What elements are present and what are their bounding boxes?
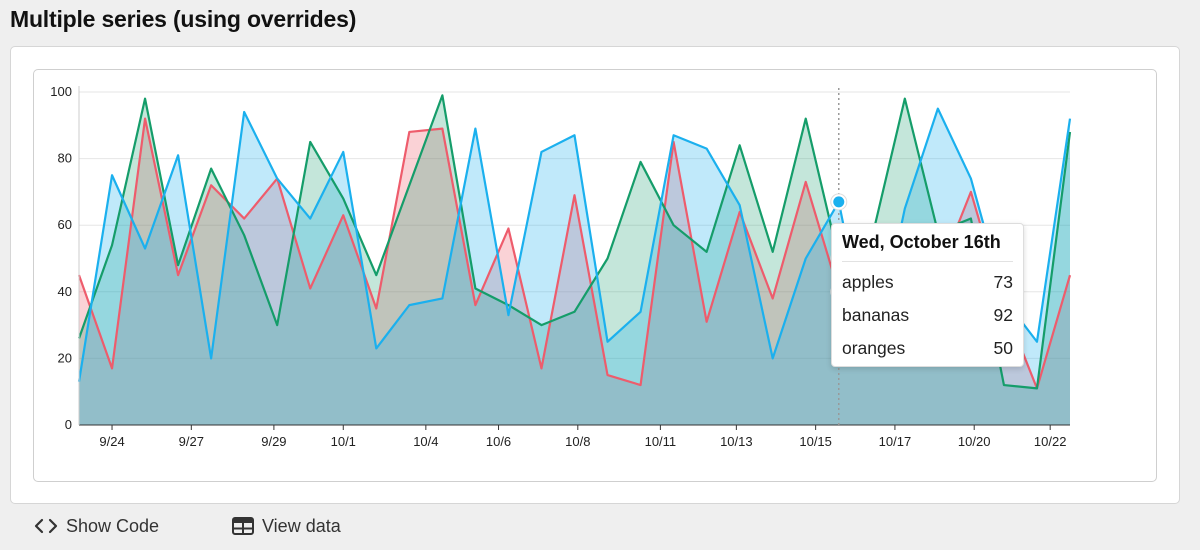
show-code-label: Show Code bbox=[66, 515, 160, 536]
x-tick-label: 9/24 bbox=[99, 434, 124, 449]
x-tick-label: 9/29 bbox=[261, 434, 286, 449]
x-tick-label: 10/11 bbox=[645, 434, 677, 449]
y-tick-label: 100 bbox=[50, 84, 72, 99]
code-brackets-icon bbox=[34, 518, 58, 534]
x-tick-label: 10/8 bbox=[565, 434, 590, 449]
chart-card: 0 20 40 60 80 100 9/24 9/27 9/29 10/1 10/4 10/6 10/8… bbox=[33, 69, 1157, 482]
x-tick-label: 10/20 bbox=[958, 434, 991, 449]
tooltip-label: bananas bbox=[842, 305, 910, 325]
y-tick-label: 20 bbox=[58, 350, 72, 365]
x-tick-label: 10/6 bbox=[486, 434, 511, 449]
area-apples bbox=[79, 118, 1070, 425]
chart-tooltip: Wed, October 16th apples 73 bananas 92 o… bbox=[831, 223, 1024, 367]
x-tick-label: 9/27 bbox=[179, 434, 204, 449]
tooltip-value: 73 bbox=[993, 272, 1013, 292]
x-tick-label: 10/4 bbox=[413, 434, 438, 449]
show-code-button[interactable]: Show Code bbox=[34, 514, 159, 538]
x-tick-label: 10/15 bbox=[799, 434, 832, 449]
tooltip-row-apples: apples 73 bbox=[842, 266, 1013, 299]
tooltip-row-bananas: bananas 92 bbox=[842, 299, 1013, 332]
y-tick-label: 40 bbox=[58, 284, 72, 299]
tooltip-label: oranges bbox=[842, 338, 906, 358]
tooltip-value: 92 bbox=[993, 305, 1013, 325]
y-tick-label: 0 bbox=[65, 417, 72, 432]
x-tick-label: 10/17 bbox=[879, 434, 912, 449]
line-bananas bbox=[77, 94, 1072, 390]
area-oranges bbox=[79, 108, 1070, 426]
x-tick-label: 10/22 bbox=[1034, 434, 1067, 449]
hover-marker-oranges bbox=[833, 196, 845, 208]
view-data-label: View data bbox=[262, 515, 341, 536]
tooltip-row-oranges: oranges 50 bbox=[842, 332, 1013, 365]
table-icon bbox=[232, 517, 254, 535]
y-tick-label: 60 bbox=[58, 217, 72, 232]
line-oranges bbox=[77, 107, 1072, 382]
area-chart[interactable]: 0 20 40 60 80 100 9/24 9/27 9/29 10/1 10/4 10/6 10/8… bbox=[34, 70, 1156, 481]
view-data-button[interactable]: View data bbox=[232, 514, 341, 538]
x-tick-label: 10/1 bbox=[331, 434, 356, 449]
x-tick-label: 10/13 bbox=[720, 434, 753, 449]
page-title: Multiple series (using overrides) bbox=[10, 6, 357, 32]
tooltip-value: 50 bbox=[993, 338, 1013, 358]
area-bananas bbox=[79, 95, 1070, 425]
tooltip-label: apples bbox=[842, 272, 894, 292]
y-tick-label: 80 bbox=[58, 151, 72, 166]
tooltip-title: Wed, October 16th bbox=[842, 232, 1013, 262]
